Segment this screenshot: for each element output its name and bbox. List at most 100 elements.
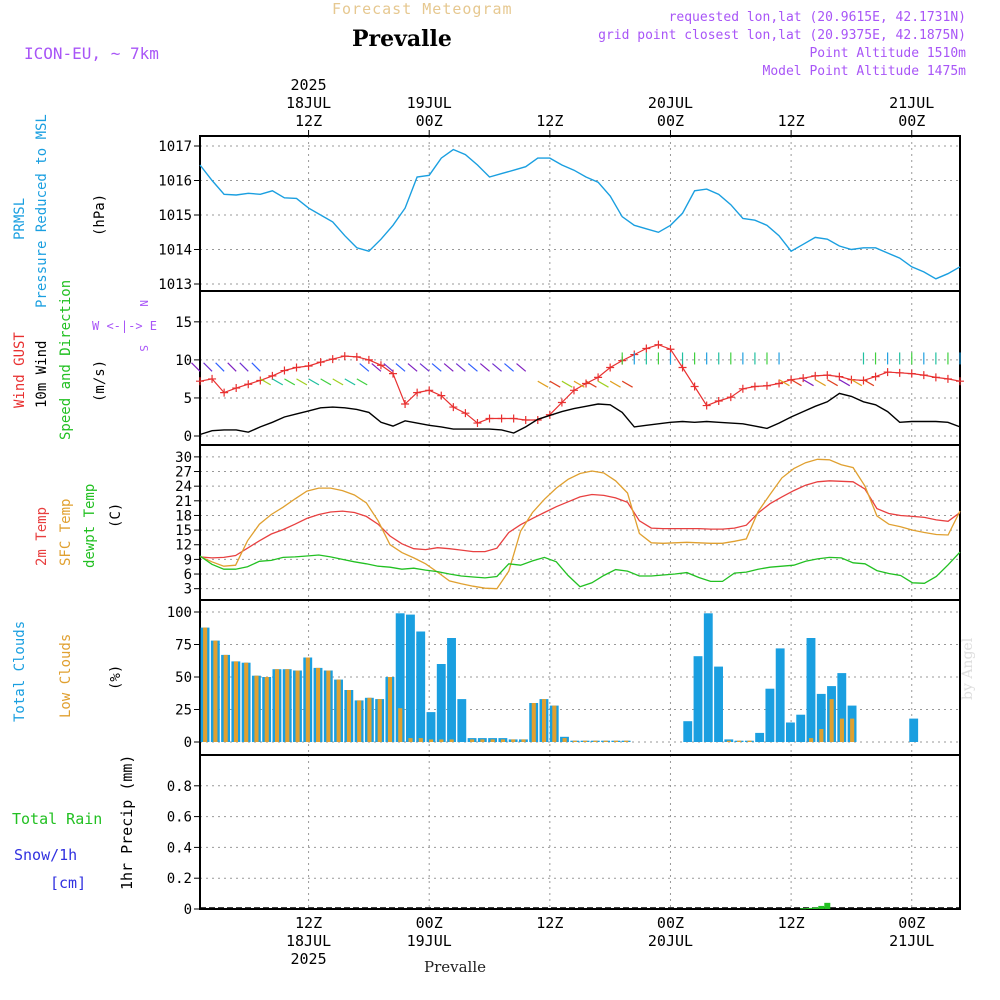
temperature-ytick-label: 27 — [175, 465, 192, 481]
temperature-ytick-label: 21 — [175, 494, 192, 510]
low-cloud-bar — [346, 690, 351, 742]
low-cloud-bar — [839, 718, 844, 742]
wind-gust-marker — [328, 355, 337, 364]
top-time-label: 12Z — [778, 112, 805, 130]
wind-gust-marker — [775, 379, 784, 388]
total-rain-label: Total Rain — [12, 810, 102, 828]
wind-direction-arrow — [621, 380, 633, 388]
wind-direction-arrow — [239, 362, 249, 372]
precipitation-ytick-label: 0.2 — [167, 871, 192, 887]
total-cloud-bar — [796, 714, 806, 742]
wind-direction-arrow — [407, 363, 418, 372]
top-time-label: 00Z — [416, 112, 443, 130]
wind-gust-marker — [569, 386, 578, 395]
pressure-label-prmsl: PRMSL — [12, 198, 28, 240]
low-cloud-bar — [377, 699, 382, 742]
bottom-time-label: 2025 — [291, 950, 327, 968]
rain-bar — [818, 905, 825, 909]
wind-gust-marker — [497, 414, 506, 423]
wind-gust-marker — [461, 409, 470, 418]
wind-direction-arrow — [332, 378, 344, 386]
wind-direction-arrow — [839, 379, 851, 387]
bottom-time-label: 00Z — [416, 914, 443, 932]
wind-gust-marker — [473, 419, 482, 428]
footer-station-name: Prevalle — [424, 958, 487, 976]
rain-bar — [806, 907, 813, 909]
total-cloud-bar — [395, 613, 405, 742]
wind-gust-marker — [726, 393, 735, 402]
low-cloud-bar — [521, 739, 526, 742]
top-time-label: 00Z — [898, 112, 925, 130]
precipitation-ytick-label: 0.6 — [167, 810, 192, 826]
total-cloud-bar — [457, 699, 467, 742]
pressure-frame — [199, 135, 961, 292]
wind-gust-marker — [244, 380, 253, 389]
snow-label: Snow/1h — [14, 846, 77, 864]
wind-direction-arrow — [851, 379, 863, 387]
wind-gust-marker — [449, 403, 458, 412]
wind-direction-label: Speed and Direction — [58, 280, 74, 440]
wind-gust-marker — [871, 372, 880, 381]
low-cloud-bar — [500, 739, 506, 742]
low-cloud-bar — [593, 740, 598, 742]
bottom-time-label: 21JUL — [889, 932, 934, 950]
top-time-label: 20JUL — [648, 94, 693, 112]
total-cloud-bar — [426, 712, 436, 742]
total-cloud-bar — [806, 638, 816, 742]
temp-2m-label: 2m Temp — [34, 507, 50, 566]
clouds-ytick-label: 25 — [175, 703, 192, 719]
precipitation-ytick-label: 0.4 — [167, 840, 192, 856]
model-point-altitude: Model Point Altitude 1475m — [762, 64, 967, 79]
wind-ytick-label: 5 — [184, 391, 192, 407]
total-cloud-bar — [683, 721, 693, 742]
top-time-label: 2025 — [291, 76, 327, 94]
wind-direction-arrow — [516, 363, 527, 372]
point-altitude: Point Altitude 1510m — [809, 46, 966, 61]
clouds-ytick-label: 100 — [167, 605, 192, 621]
low-cloud-bar — [254, 675, 259, 742]
top-time-label: 12Z — [536, 112, 563, 130]
wind-direction-arrow — [537, 380, 549, 388]
wind-gust-marker — [401, 400, 410, 409]
station-name: Prevalle — [352, 26, 452, 52]
wind-gust-marker — [714, 396, 723, 405]
total-clouds-label: Total Clouds — [12, 621, 28, 722]
wind-gust-marker — [762, 381, 771, 390]
total-cloud-bar — [406, 614, 415, 742]
temp-sfc-line — [199, 458, 961, 590]
temperature-frame — [199, 444, 961, 601]
wind-direction-arrow — [573, 380, 585, 388]
wind-gust-marker — [208, 374, 217, 383]
wind-direction-arrow — [191, 362, 201, 372]
temp-2m-line — [199, 480, 961, 559]
wind-gust-marker — [316, 358, 325, 367]
wind-direction-arrow — [443, 363, 454, 372]
low-cloud-bar — [398, 708, 403, 742]
low-cloud-bar — [295, 670, 300, 742]
precip-unit-label: 1hr Precip (mm) — [118, 755, 136, 890]
pressure-ytick-label: 1013 — [158, 277, 192, 293]
low-cloud-bar — [542, 699, 547, 742]
low-cloud-bar — [603, 740, 608, 742]
total-cloud-bar — [447, 638, 456, 742]
wind-gust-marker — [883, 368, 892, 377]
wind-direction-arrow — [778, 379, 790, 387]
wind-direction-arrow — [203, 362, 213, 372]
compass-n-label: N — [137, 300, 150, 307]
wind-gust-marker — [232, 384, 241, 393]
total-cloud-bar — [816, 693, 826, 742]
wind-gust-marker — [594, 373, 603, 382]
low-cloud-bar — [387, 677, 393, 742]
wind-gust-marker — [425, 386, 434, 395]
low-cloud-bar — [316, 667, 321, 742]
total-cloud-bar — [714, 666, 723, 742]
low-cloud-bar — [264, 677, 269, 742]
compass-s-label: S — [137, 345, 150, 352]
wind-ytick-label: 0 — [184, 429, 192, 445]
low-cloud-bar — [572, 740, 577, 742]
wind-direction-arrow — [479, 363, 490, 372]
low-cloud-bar — [233, 661, 238, 742]
wind-direction-arrow — [802, 379, 814, 387]
wind-gust-marker — [690, 382, 699, 391]
